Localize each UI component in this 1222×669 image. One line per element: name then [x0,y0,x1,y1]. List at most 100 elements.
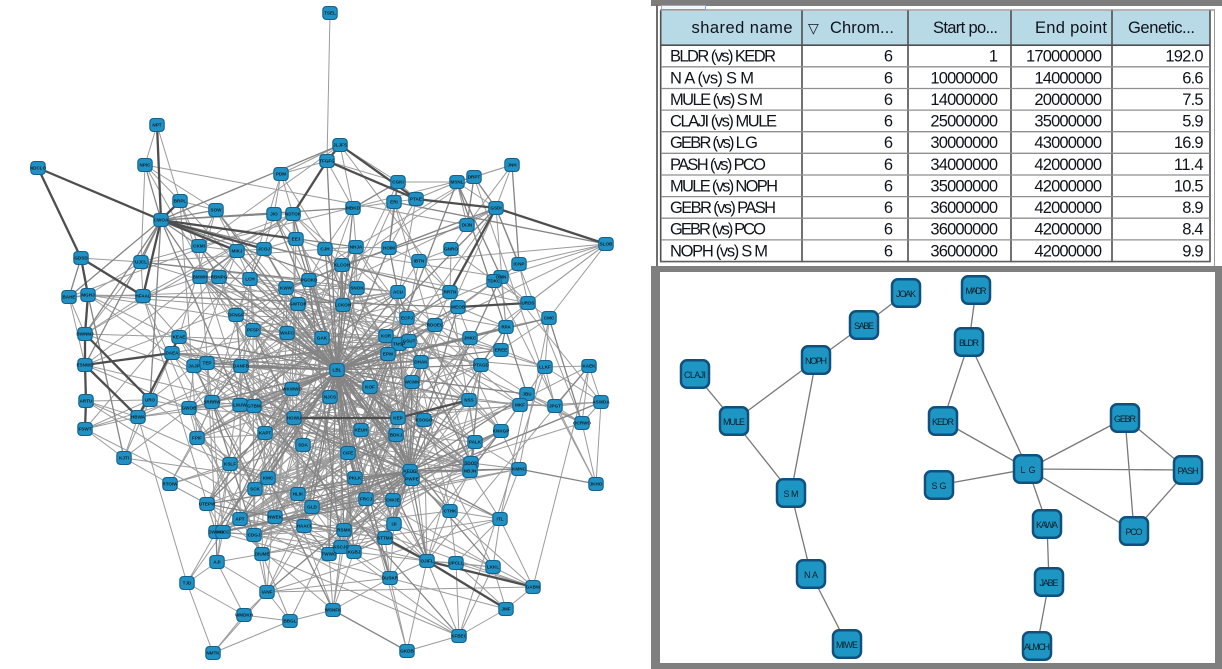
svg-text:RPA: RPA [501,325,511,330]
svg-text:KAWA: KAWA [1036,520,1058,530]
svg-text:KWW: KWW [280,286,293,291]
svg-text:6: 6 [884,156,893,174]
svg-text:KSLF: KSLF [224,462,236,467]
svg-text:PFSP: PFSP [247,328,259,333]
svg-text:NJCS: NJCS [324,395,336,400]
svg-text:KOF: KOF [365,385,375,390]
svg-text:NDTOK: NDTOK [285,212,302,217]
svg-text:PASH (vs) PCO: PASH (vs) PCO [670,156,766,174]
svg-text:14000000: 14000000 [1034,69,1102,87]
svg-text:JCOJ: JCOJ [258,247,270,252]
svg-text:KJTI: KJTI [119,456,129,461]
svg-text:CWOA: CWOA [154,218,169,223]
svg-text:KEP: KEP [393,416,402,421]
svg-text:11.4: 11.4 [1174,156,1204,174]
svg-text:42000000: 42000000 [1034,178,1102,196]
svg-text:KGBJ: KGBJ [348,550,361,555]
svg-text:JOAK: JOAK [896,289,916,299]
svg-text:JKHO: JKHO [590,482,603,487]
svg-text:SCK: SCK [250,487,260,492]
svg-text:RTOIW: RTOIW [162,482,178,487]
svg-text:CLAJI (vs) MULE: CLAJI (vs) MULE [670,113,777,131]
svg-text:EEJ: EEJ [292,237,301,242]
svg-text:GABW: GABW [526,585,541,590]
svg-text:GNRO: GNRO [444,247,458,252]
svg-text:KEUH: KEUH [354,428,368,433]
svg-text:ECPJ: ECPJ [401,316,413,321]
svg-text:ARTU: ARTU [80,399,93,404]
svg-text:192.0: 192.0 [1165,48,1203,66]
svg-text:FRCJ: FRCJ [360,497,372,502]
svg-text:6: 6 [884,134,893,152]
svg-text:JPGT: JPGT [549,404,561,409]
svg-text:DANFB: DANFB [233,364,250,369]
svg-text:ERI: ERI [390,200,398,205]
svg-text:NOPH: NOPH [805,356,827,366]
svg-text:JABE: JABE [1040,578,1059,588]
svg-text:GEBR (vs) PASH: GEBR (vs) PASH [670,199,776,217]
svg-text:7.5: 7.5 [1182,91,1203,109]
svg-text:DAEA: DAEA [165,351,179,356]
svg-text:UTEPW: UTEPW [199,502,216,507]
svg-text:GAK: GAK [317,336,328,341]
svg-text:ACU: ACU [393,290,404,295]
svg-text:BLDR (vs) KEDR: BLDR (vs) KEDR [670,48,776,66]
svg-text:MADR: MADR [966,286,988,296]
svg-text:OWJE: OWJE [386,498,400,503]
svg-text:STTMA: STTMA [377,536,394,541]
svg-text:20000000: 20000000 [1034,91,1102,109]
svg-text:NHJA: NHJA [350,245,363,250]
svg-text:S G: S G [932,481,947,491]
svg-text:MULE: MULE [723,417,745,427]
svg-text:42000000: 42000000 [1034,221,1102,239]
svg-text:WSNFK: WSNFK [325,608,343,613]
svg-text:FSWT: FSWT [78,427,91,432]
svg-text:MBKD: MBKD [346,206,360,211]
svg-text:GEBR: GEBR [1114,414,1137,424]
svg-text:NPT: NPT [152,123,161,128]
svg-text:KAEK: KAEK [582,364,596,369]
svg-text:GLD: GLD [307,505,317,510]
svg-text:BRPL: BRPL [174,199,187,204]
svg-text:6: 6 [884,48,893,66]
svg-text:GEBR (vs) PCO: GEBR (vs) PCO [670,221,766,239]
svg-text:MIKJ: MIKJ [232,249,243,254]
svg-text:ESNWD: ESNWD [76,363,94,368]
svg-text:WCMN: WCMN [405,380,420,385]
svg-text:KOR: KOR [381,334,392,339]
svg-text:SDA: SDA [298,443,308,448]
svg-text:LMJW: LMJW [233,403,247,408]
svg-text:WEOB: WEOB [451,305,466,310]
svg-text:KNKGP: KNKGP [493,429,510,434]
svg-text:SRRRW: SRRRW [203,400,221,405]
svg-text:PTAGD: PTAGD [473,363,489,368]
svg-text:34000000: 34000000 [930,156,998,174]
svg-text:WAFC: WAFC [280,331,294,336]
svg-text:PALK: PALK [469,440,482,445]
svg-text:L G: L G [1021,465,1036,475]
svg-text:6: 6 [884,242,893,260]
svg-text:IJI: IJI [391,522,396,527]
svg-text:OMN: OMN [496,275,507,280]
svg-text:URDS: URDS [521,301,534,306]
svg-text:BDKJ: BDKJ [390,433,403,438]
svg-text:42000000: 42000000 [1034,199,1102,217]
svg-text:6: 6 [884,113,893,131]
svg-text:KMC: KMC [263,476,274,481]
svg-text:36000000: 36000000 [930,199,998,217]
svg-text:PGOKD: PGOKD [301,278,319,283]
svg-text:42000000: 42000000 [1034,242,1102,260]
svg-text:6: 6 [884,221,893,239]
svg-text:CGKI: CGKI [392,180,403,185]
svg-text:S M: S M [784,489,799,499]
svg-text:42000000: 42000000 [1034,156,1102,174]
svg-text:RRTN: RRTN [444,290,457,295]
svg-text:10000000: 10000000 [930,69,998,87]
svg-text:KFOG: KFOG [403,469,417,474]
svg-text:GEBR (vs) L G: GEBR (vs) L G [670,134,758,152]
svg-text:5.9: 5.9 [1182,113,1203,131]
svg-text:CMC: CMC [544,316,555,321]
svg-text:HBWA: HBWA [131,415,146,420]
svg-text:KAPT: KAPT [259,431,272,436]
svg-text:1: 1 [989,48,998,66]
